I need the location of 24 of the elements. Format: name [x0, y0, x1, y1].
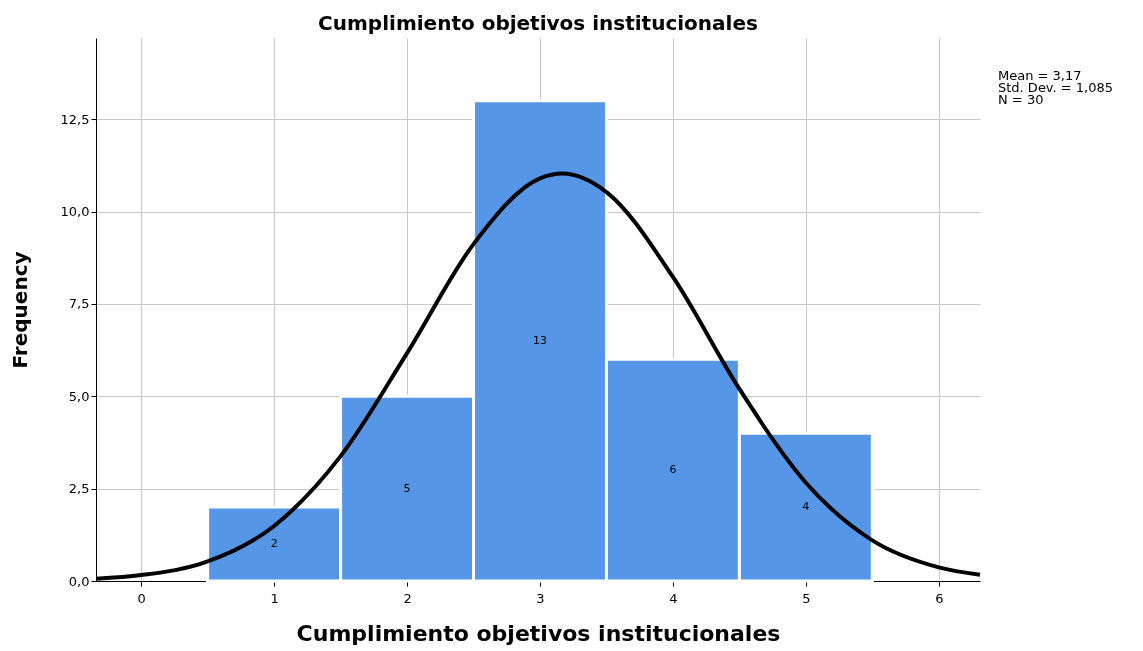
y-tick-label: 12,5 [60, 111, 90, 127]
x-tick-label: 2 [403, 590, 412, 606]
data-label: 5 [403, 481, 411, 495]
y-tick-label: 2,5 [68, 481, 90, 497]
y-tick-label: 10,0 [60, 204, 90, 220]
x-tick-label: 5 [802, 590, 811, 606]
chart-title: Cumplimiento objetivos institucionales [318, 11, 758, 35]
data-label: 13 [532, 333, 547, 347]
y-tick-label: 5,0 [68, 388, 90, 404]
x-tick-label: 1 [270, 590, 279, 606]
y-tick-label: 7,5 [68, 296, 90, 312]
text: N = 30 [998, 92, 1045, 107]
data-label: 2 [270, 537, 278, 551]
x-tick-label: 3 [536, 590, 545, 606]
data-label: 6 [669, 463, 677, 477]
text: Mean = 3,17 [998, 68, 1083, 83]
x-axis-title: Cumplimiento objetivos institucionales [296, 620, 781, 646]
y-tick-label: 0,0 [68, 573, 90, 589]
x-tick-label: 4 [669, 590, 678, 606]
text: Std. Dev. = 1,085 [998, 80, 1114, 95]
x-tick-label: 6 [935, 590, 944, 606]
y-axis-title: Frequency [7, 251, 32, 369]
data-label: 4 [802, 500, 810, 514]
x-tick-label: 0 [137, 590, 146, 606]
